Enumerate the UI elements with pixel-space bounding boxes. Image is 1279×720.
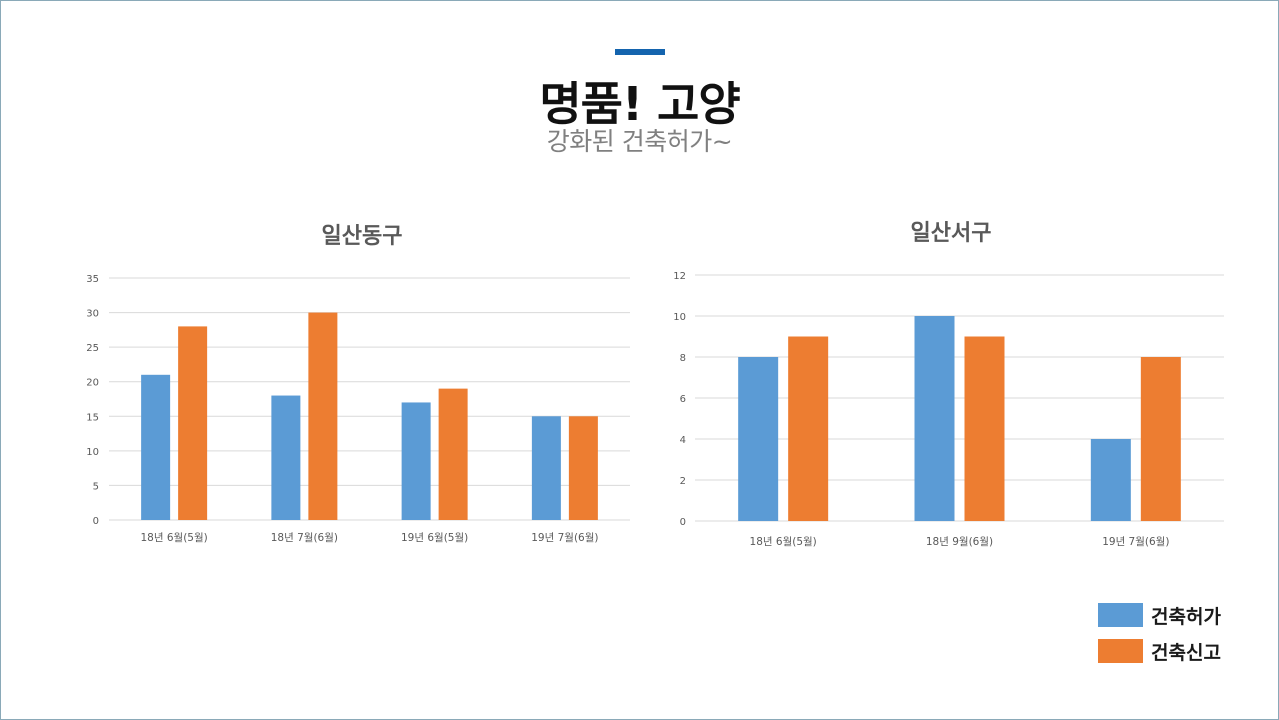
bar-permit: [141, 374, 171, 520]
x-tick-label: 19년 6월(5월): [401, 532, 468, 544]
bar-permit: [738, 357, 779, 521]
y-tick-label: 4: [680, 435, 686, 446]
bar-report: [438, 388, 468, 520]
y-tick-label: 2: [680, 476, 686, 487]
legend-swatch-permit: [1098, 603, 1143, 627]
bar-report: [308, 312, 338, 520]
x-tick-label: 18년 6월(5월): [141, 532, 208, 544]
legend-item-permit: 건축허가: [1098, 602, 1221, 628]
bar-report: [964, 336, 1005, 521]
y-tick-label: 10: [86, 447, 99, 458]
y-tick-label: 0: [93, 516, 99, 527]
bar-report: [568, 416, 598, 520]
y-tick-label: 8: [680, 353, 686, 364]
y-tick-label: 20: [86, 378, 99, 389]
legend-swatch-report: [1098, 639, 1143, 663]
legend-item-report: 건축신고: [1098, 638, 1221, 664]
chart-title: 일산동구: [322, 224, 403, 249]
bar-report: [1140, 357, 1181, 521]
bar-permit: [401, 402, 431, 520]
chart-title: 일산서구: [911, 221, 992, 246]
bar-permit: [271, 395, 301, 520]
legend-label-report: 건축신고: [1151, 641, 1221, 664]
legend: 건축허가 건축신고: [1098, 602, 1221, 674]
x-tick-label: 18년 6월(5월): [750, 536, 817, 548]
bar-permit: [531, 416, 561, 520]
x-tick-label: 18년 7월(6월): [271, 532, 338, 544]
bar-report: [788, 336, 829, 521]
bar-report: [178, 326, 208, 520]
bar-permit: [1090, 439, 1131, 521]
bar-permit: [914, 316, 955, 521]
chart-ilsan-seo-gu: 일산서구 0 2 4 6 8 10 12 18년 6월(5월) 18년 9월(6월) 19년 7월(…: [673, 221, 1224, 548]
y-tick-label: 35: [86, 274, 99, 285]
y-tick-label: 12: [673, 271, 686, 282]
y-tick-label: 5: [93, 481, 99, 492]
x-tick-label: 19년 7월(6월): [531, 532, 598, 544]
y-tick-label: 0: [680, 517, 686, 528]
y-tick-label: 15: [86, 412, 99, 423]
chart-ilsan-dong-gu: 일산동구 0 5 10 15 20 25 30 35 18년 6월(5월) 18년 7월(6월) 19…: [86, 224, 630, 544]
page-subtitle: 강화된 건축허가~: [546, 127, 733, 156]
title-accent-bar: [615, 49, 665, 55]
y-tick-label: 10: [673, 312, 686, 323]
x-tick-label: 19년 7월(6월): [1102, 536, 1169, 548]
x-tick-label: 18년 9월(6월): [926, 536, 993, 548]
y-tick-label: 30: [86, 309, 99, 320]
page-title: 명품! 고양: [539, 77, 740, 131]
y-tick-label: 25: [86, 343, 99, 354]
legend-label-permit: 건축허가: [1151, 605, 1221, 628]
y-tick-label: 6: [680, 394, 686, 405]
